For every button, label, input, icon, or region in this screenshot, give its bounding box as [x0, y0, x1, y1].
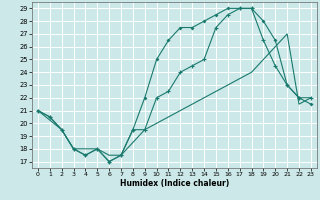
- X-axis label: Humidex (Indice chaleur): Humidex (Indice chaleur): [120, 179, 229, 188]
